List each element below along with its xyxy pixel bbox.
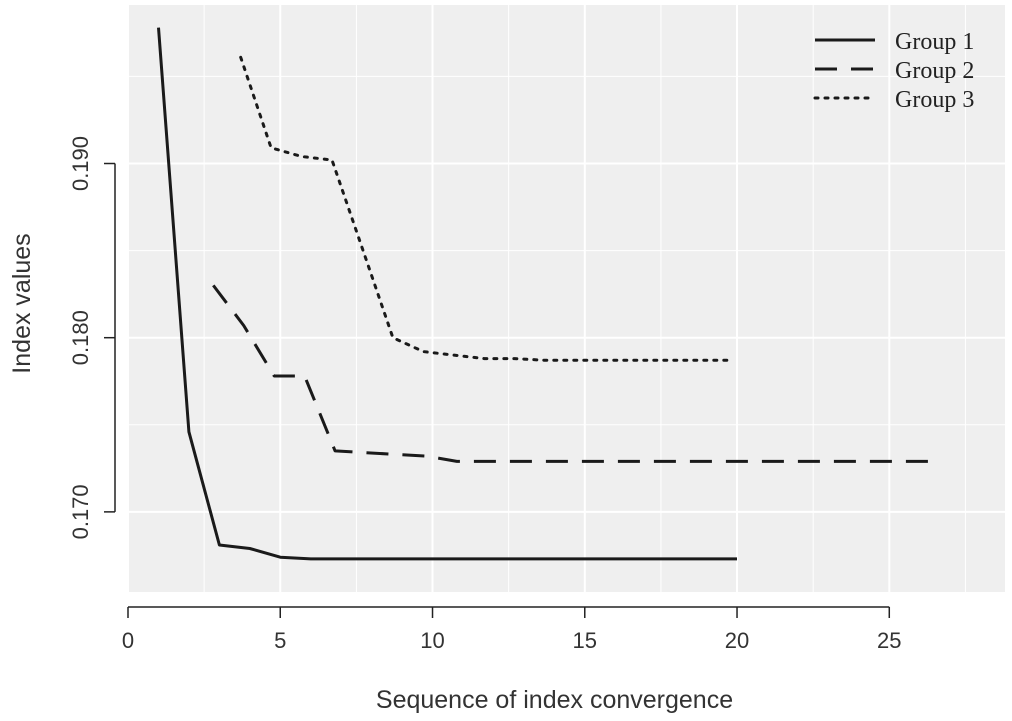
x-tick-label: 0: [122, 628, 134, 653]
series-line-group-3: [239, 55, 730, 362]
axes: 0 5 10 15 20 25 0.170 0.180 0.190: [68, 136, 902, 653]
legend-label-group-3: Group 3: [895, 87, 974, 113]
plot-panel: [128, 5, 1005, 592]
series-line-group-1: [157, 27, 737, 561]
x-tick-label: 5: [274, 628, 286, 653]
grid: [127, 5, 1005, 592]
y-tick-label: 0.170: [68, 484, 93, 539]
x-tick-label: 10: [420, 628, 444, 653]
y-tick-label: 0.190: [68, 136, 93, 191]
x-tick-label: 25: [877, 628, 901, 653]
y-axis-title: Index values: [8, 233, 36, 373]
x-tick-label: 20: [725, 628, 749, 653]
series: [157, 27, 942, 561]
series-line-group-2: [212, 284, 942, 463]
legend: Group 1 Group 2 Group 3: [813, 29, 974, 113]
x-axis-title: Sequence of index convergence: [376, 686, 733, 714]
y-tick-label: 0.180: [68, 310, 93, 365]
x-tick-label: 15: [573, 628, 597, 653]
legend-label-group-1: Group 1: [895, 29, 974, 55]
legend-label-group-2: Group 2: [895, 58, 974, 84]
